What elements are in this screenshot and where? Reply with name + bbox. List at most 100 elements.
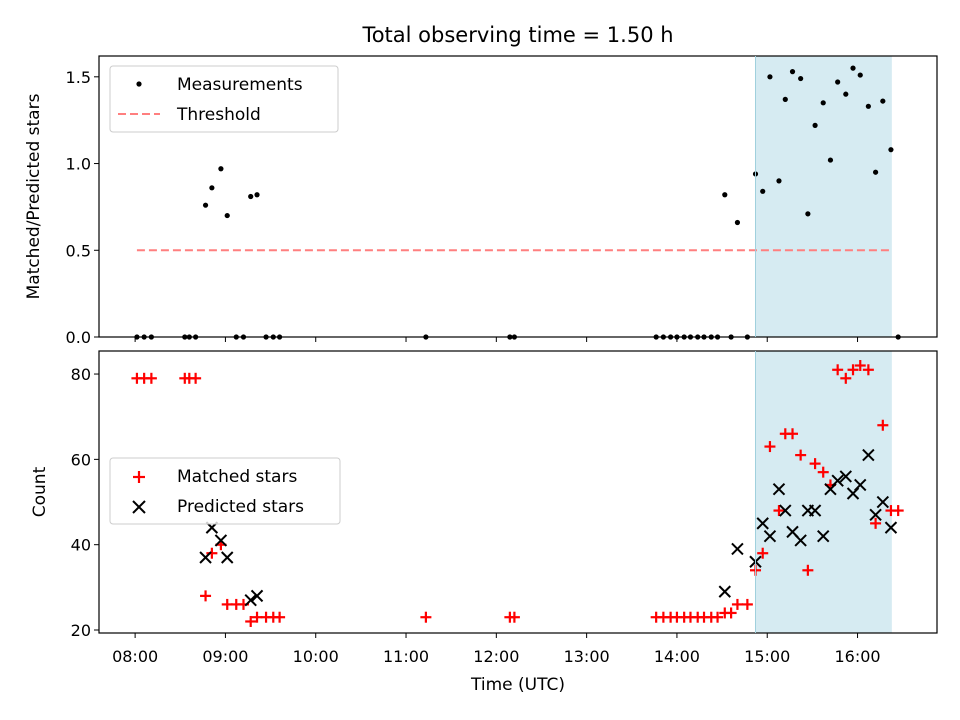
- predicted-stars-point: [808, 504, 822, 517]
- matched-stars-point: [787, 428, 799, 440]
- ratio-panel-frame: [98, 55, 938, 338]
- predicted-stars-point: [250, 589, 264, 603]
- observing-window-shade: [755, 56, 892, 337]
- predicted-stars-point: [862, 448, 875, 462]
- count-legend-box: [109, 457, 341, 525]
- x-tick-label: 14:00: [654, 647, 700, 666]
- measurement-point: [888, 147, 894, 153]
- ratio-panel: 0.0 0.5 1.0 1.5 Matched/Predicted stars Mea…: [24, 55, 938, 347]
- measurement-point: [872, 169, 879, 175]
- matched-stars-point: [274, 611, 286, 623]
- measurement-point: [805, 211, 811, 217]
- matched-stars-point: [802, 564, 814, 576]
- predicted-stars-point: [772, 483, 786, 496]
- measurement-point: [857, 72, 863, 78]
- x-tick-label: 11:00: [383, 647, 429, 666]
- predicted-stars-point: [199, 551, 212, 564]
- matched-stars-point: [832, 364, 844, 376]
- count-legend: Matched stars Predicted stars: [109, 457, 341, 525]
- matched-stars-point: [817, 466, 829, 478]
- measurement-point: [782, 96, 788, 102]
- matched-stars-point: [245, 615, 257, 627]
- matched-stars-point: [809, 458, 821, 470]
- count-axis-ticks: 20 40 60 80 08:00 09:00 10:00 11:00 12:00 13:00 14…: [71, 365, 881, 666]
- matched-stars-point: [731, 598, 743, 610]
- x-tick-label: 12:00: [473, 647, 519, 666]
- measurement-point: [798, 75, 804, 82]
- matched-stars-point: [741, 598, 753, 610]
- measurement-point: [843, 91, 849, 97]
- measurement-point: [820, 100, 826, 106]
- measurement-point: [218, 166, 224, 172]
- measurement-point: [812, 122, 818, 128]
- matched-stars-point: [725, 607, 737, 619]
- predicted-stars-point: [854, 478, 867, 492]
- matched-stars-point: [877, 419, 889, 431]
- matched-stars-point: [862, 364, 874, 376]
- x-tick-label: 10:00: [293, 647, 339, 666]
- measurement-point: [776, 178, 782, 184]
- measurement-point: [850, 65, 856, 71]
- y-tick-label: 40: [71, 536, 91, 555]
- predicted-stars-point: [817, 529, 830, 543]
- matched-stars-point: [847, 364, 859, 376]
- matched-stars-point: [840, 372, 852, 384]
- predicted-stars-point: [869, 508, 882, 522]
- predicted-stars-point: [779, 504, 792, 517]
- measurement-point: [254, 192, 260, 198]
- y-tick-label: 20: [71, 621, 91, 640]
- measurement-point: [248, 193, 254, 200]
- predicted-stars-point: [763, 529, 777, 543]
- matched-stars-point: [508, 611, 520, 623]
- measurement-point: [880, 98, 886, 104]
- predicted-stars-legend-label: Predicted stars: [177, 497, 304, 517]
- measurement-point: [767, 74, 773, 80]
- measurement-point: [827, 157, 834, 163]
- measurement-point: [722, 192, 728, 198]
- measurement-point: [835, 79, 841, 85]
- measurement-point: [789, 69, 796, 75]
- matched-stars-point: [200, 590, 212, 602]
- x-tick-label: 13:00: [564, 647, 610, 666]
- matched-stars-point: [712, 611, 724, 623]
- x-tick-label: 08:00: [112, 647, 158, 666]
- matched-stars-point: [757, 547, 769, 559]
- count-y-axis-label: Count: [30, 466, 50, 517]
- matched-stars-point: [420, 611, 432, 623]
- measurement-point: [865, 103, 871, 109]
- predicted-stars-point: [718, 585, 731, 598]
- ratio-y-axis-label: Matched/Predicted stars: [24, 93, 44, 299]
- measurement-point: [734, 219, 741, 226]
- count-plot-marks: [131, 360, 904, 627]
- x-tick-label: 15:00: [744, 647, 790, 666]
- measurement-point: [209, 185, 215, 191]
- predicted-stars-point: [214, 534, 228, 547]
- chart-title: Total observing time = 1.50 h: [361, 23, 673, 47]
- x-tick-label: 09:00: [202, 647, 248, 666]
- predicted-stars-point: [831, 474, 844, 487]
- y-tick-label: 1.5: [66, 68, 91, 87]
- measurements-legend-label: Measurements: [177, 75, 303, 95]
- measurements-legend-marker: [136, 81, 142, 87]
- x-axis-label: Time (UTC): [470, 675, 565, 695]
- predicted-stars-point: [794, 534, 807, 547]
- y-tick-label: 60: [71, 450, 91, 469]
- matched-stars-point: [795, 449, 807, 461]
- ratio-legend-box: [109, 65, 339, 133]
- count-panel-frame: [98, 350, 938, 634]
- predicted-stars-point: [731, 542, 744, 556]
- y-tick-label: 80: [71, 365, 91, 384]
- y-tick-label: 0.5: [66, 241, 91, 260]
- matched-stars-point: [892, 505, 904, 517]
- predicted-stars-point: [884, 521, 898, 534]
- x-tick-label: 16:00: [834, 647, 880, 666]
- matched-stars-point: [206, 547, 218, 559]
- predicted-stars-point: [876, 495, 890, 509]
- ratio-legend: Measurements Threshold: [109, 65, 339, 133]
- y-tick-label: 0.0: [66, 328, 91, 347]
- threshold-legend-label: Threshold: [176, 105, 261, 125]
- matched-stars-point: [764, 441, 776, 453]
- predicted-stars-legend-marker: [132, 500, 146, 514]
- matched-stars-point: [190, 372, 202, 384]
- matched-stars-point: [870, 517, 882, 529]
